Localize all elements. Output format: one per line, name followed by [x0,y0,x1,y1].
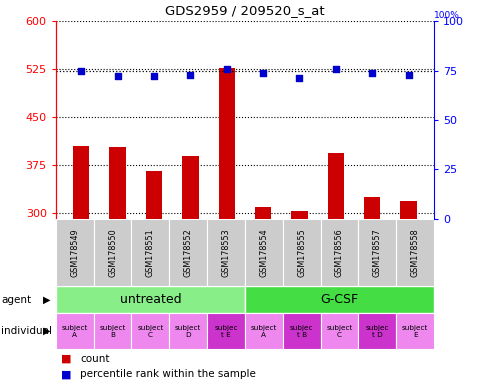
Text: ▶: ▶ [43,295,51,305]
Text: GSM178556: GSM178556 [334,228,343,277]
Bar [282,219,320,286]
Point [258,70,266,76]
Bar [131,313,169,349]
Text: percentile rank within the sample: percentile rank within the sample [80,369,256,379]
Text: GSM178555: GSM178555 [297,228,305,277]
Point [404,71,411,78]
Text: 100%: 100% [433,11,459,20]
Bar [93,313,131,349]
Text: subject
C: subject C [326,325,352,338]
Bar [400,201,416,219]
Bar [291,211,307,219]
Bar [358,219,395,286]
Bar [363,197,379,219]
Text: untreated: untreated [119,293,181,306]
Bar [56,219,93,286]
Bar [327,153,343,219]
Bar [56,286,244,313]
Text: subject
A: subject A [61,325,88,338]
Bar [207,313,244,349]
Bar [244,219,282,286]
Text: ■: ■ [60,369,71,379]
Point [186,71,194,78]
Text: GSM178550: GSM178550 [108,228,117,277]
Text: subject
D: subject D [175,325,201,338]
Text: GSM178552: GSM178552 [183,228,192,277]
Text: subject
E: subject E [401,325,427,338]
Text: G-CSF: G-CSF [320,293,358,306]
Bar [282,313,320,349]
Point [223,66,230,72]
Text: subjec
t D: subjec t D [365,325,388,338]
Bar [358,313,395,349]
Point [368,70,376,76]
Bar [169,313,207,349]
Text: GSM178554: GSM178554 [259,228,268,277]
Point [150,73,158,79]
Bar [395,219,433,286]
Bar [56,313,93,349]
Bar [244,313,282,349]
Title: GDS2959 / 209520_s_at: GDS2959 / 209520_s_at [165,4,324,17]
Point [331,66,339,72]
Bar [169,219,207,286]
Point [113,73,121,79]
Text: subject
A: subject A [250,325,276,338]
Point [77,68,85,74]
Text: ■: ■ [60,354,71,364]
Bar [109,147,125,219]
Bar [182,156,198,219]
Text: subjec
t E: subjec t E [214,325,237,338]
Text: GSM178553: GSM178553 [221,228,230,277]
Bar [244,286,433,313]
Bar [255,207,271,219]
Text: individual: individual [1,326,52,336]
Bar [131,219,169,286]
Text: subject
B: subject B [99,325,125,338]
Text: ▶: ▶ [43,326,51,336]
Bar [73,146,89,219]
Text: count: count [80,354,109,364]
Bar [218,68,234,219]
Text: GSM178551: GSM178551 [146,228,154,277]
Bar [93,219,131,286]
Text: agent: agent [1,295,31,305]
Bar [320,219,358,286]
Text: GSM178557: GSM178557 [372,228,381,277]
Bar [207,219,244,286]
Text: GSM178558: GSM178558 [410,228,419,277]
Bar [146,171,162,219]
Text: GSM178549: GSM178549 [70,228,79,277]
Point [295,75,303,81]
Text: subjec
t B: subjec t B [289,325,313,338]
Text: subject
C: subject C [137,325,163,338]
Bar [320,313,358,349]
Bar [395,313,433,349]
